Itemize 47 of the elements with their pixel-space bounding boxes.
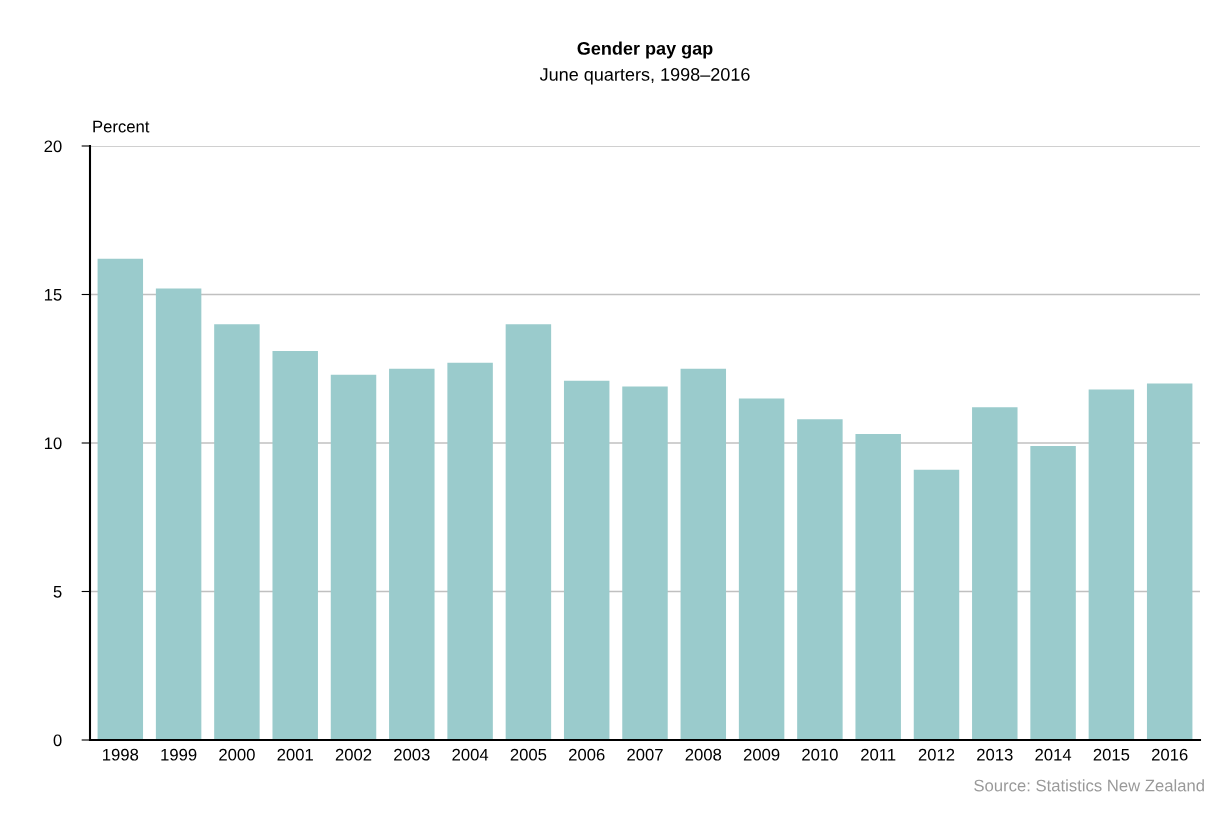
bar — [447, 362, 493, 740]
bar — [97, 258, 144, 740]
y-tick-label: 0 — [53, 734, 62, 747]
x-tick-label: 2012 — [918, 748, 955, 761]
bar — [913, 469, 960, 740]
source-note: Source: Statistics New Zealand — [974, 779, 1204, 792]
bar — [1088, 389, 1135, 740]
y-tick-label: 15 — [44, 289, 62, 301]
x-tick-label: 2005 — [510, 748, 547, 761]
x-tick-label: 2004 — [452, 748, 489, 761]
bar — [972, 407, 1018, 740]
x-tick-label: 2013 — [977, 748, 1013, 761]
x-tick-label: 2002 — [335, 748, 372, 761]
bar — [797, 419, 843, 740]
y-axis-title: Percent — [93, 120, 150, 133]
x-tick-label: 1999 — [161, 748, 197, 761]
bar — [1146, 383, 1193, 740]
x-tick-label: 2001 — [277, 748, 313, 761]
y-tick-label: 20 — [44, 140, 62, 153]
bar — [738, 398, 785, 740]
x-tick-label: 2014 — [1035, 748, 1072, 761]
x-tick-label: 2006 — [569, 748, 605, 761]
bar — [505, 324, 552, 740]
y-tick-label: 5 — [53, 586, 62, 598]
x-tick-label: 2008 — [685, 748, 722, 761]
x-tick-label: 2007 — [627, 748, 663, 761]
bar — [330, 374, 377, 740]
bar — [680, 368, 727, 740]
bar — [389, 368, 435, 740]
x-tick-label: 2003 — [394, 748, 430, 761]
x-tick-label: 2016 — [1151, 748, 1188, 761]
x-tick-label: 2000 — [219, 748, 255, 761]
bar — [272, 350, 318, 740]
x-tick-label: 2011 — [861, 748, 896, 761]
bar — [155, 288, 202, 740]
y-tick-label: 10 — [44, 437, 62, 450]
x-tick-label: 2009 — [743, 748, 780, 761]
bar — [855, 434, 901, 740]
bar — [1030, 445, 1076, 740]
x-tick-label: 2015 — [1093, 748, 1130, 761]
bar — [622, 386, 668, 740]
x-tick-label: 2010 — [802, 748, 838, 761]
x-tick-label: 1998 — [103, 748, 139, 761]
bar — [214, 324, 260, 740]
chart-subtitle: June quarters, 1998–2016 — [539, 68, 750, 85]
bar — [563, 380, 610, 740]
chart-title: Gender pay gap — [577, 41, 713, 59]
